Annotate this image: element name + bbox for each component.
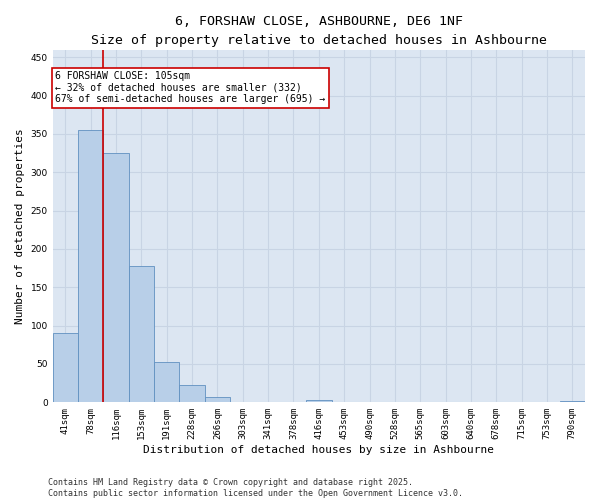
X-axis label: Distribution of detached houses by size in Ashbourne: Distribution of detached houses by size … xyxy=(143,445,494,455)
Bar xyxy=(179,384,205,402)
Text: 6 FORSHAW CLOSE: 105sqm
← 32% of detached houses are smaller (332)
67% of semi-d: 6 FORSHAW CLOSE: 105sqm ← 32% of detache… xyxy=(55,71,325,104)
Bar xyxy=(154,362,179,403)
Bar xyxy=(205,397,230,402)
Bar xyxy=(53,334,78,402)
Bar xyxy=(306,400,332,402)
Bar xyxy=(103,153,129,402)
Bar xyxy=(78,130,103,402)
Bar xyxy=(560,401,585,402)
Y-axis label: Number of detached properties: Number of detached properties xyxy=(15,128,25,324)
Text: Contains HM Land Registry data © Crown copyright and database right 2025.
Contai: Contains HM Land Registry data © Crown c… xyxy=(48,478,463,498)
Bar xyxy=(129,266,154,402)
Title: 6, FORSHAW CLOSE, ASHBOURNE, DE6 1NF
Size of property relative to detached house: 6, FORSHAW CLOSE, ASHBOURNE, DE6 1NF Siz… xyxy=(91,15,547,47)
